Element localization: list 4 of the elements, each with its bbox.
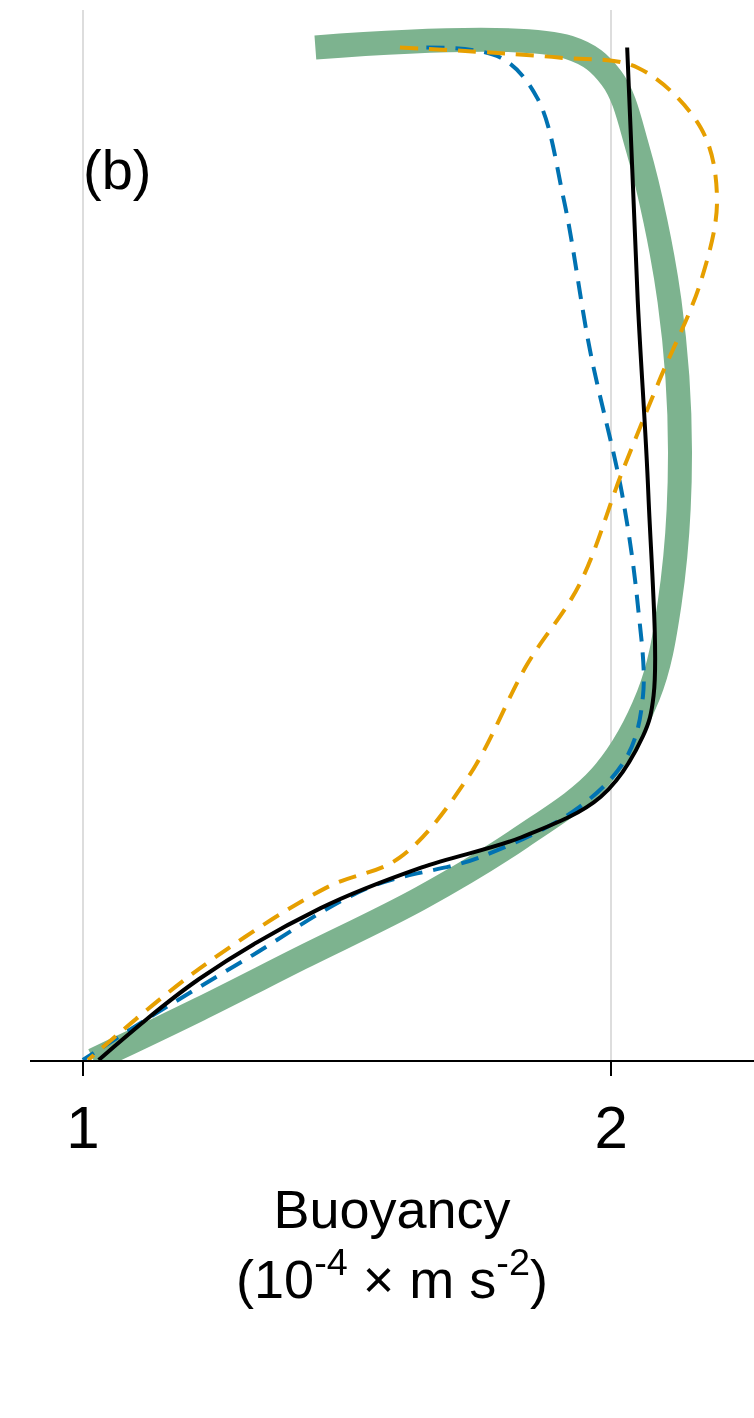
x-tick-label: 2 [594, 1094, 628, 1161]
x-tick-label: 1 [66, 1094, 100, 1161]
annotation: (b) [83, 138, 152, 201]
x-axis-title: Buoyancy (10$^{-4}$ × m s$^{-2}$) [236, 1178, 548, 1309]
